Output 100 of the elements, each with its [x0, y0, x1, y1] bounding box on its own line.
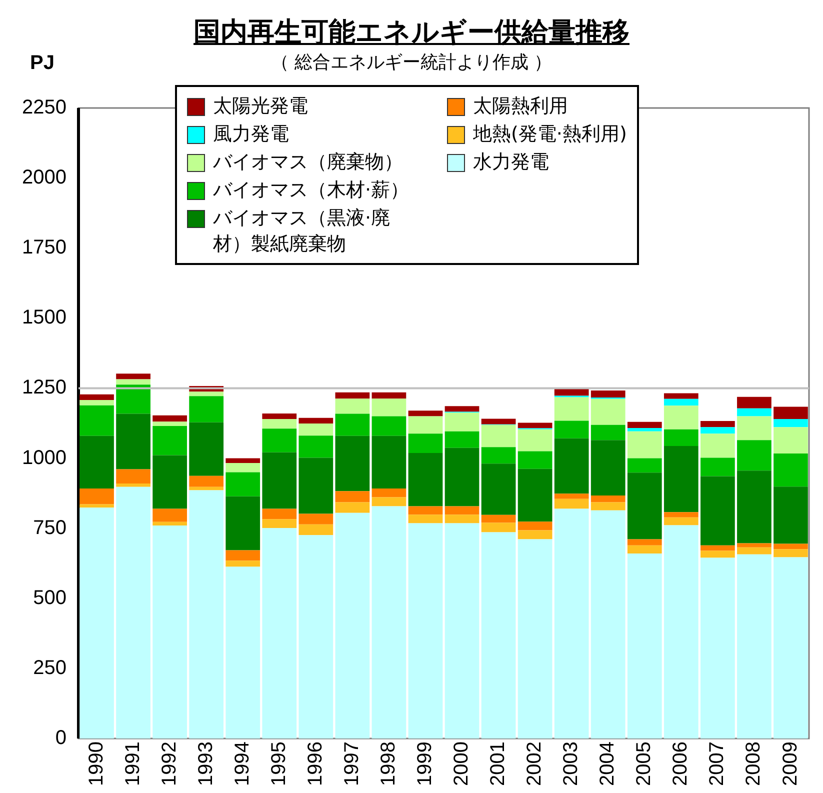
- y-tick-label: 2000: [22, 166, 66, 189]
- y-tick-label: 2250: [22, 96, 66, 119]
- chart-subtitle: （ 総合エネルギー統計より作成 ）: [270, 52, 552, 73]
- bar: [518, 530, 552, 540]
- x-tick-label: 1990: [85, 742, 108, 786]
- bar: [116, 469, 150, 484]
- bar: [298, 524, 334, 536]
- bar: [80, 405, 114, 436]
- bar: [481, 514, 516, 523]
- bar: [298, 424, 334, 436]
- x-tick-label: 2008: [742, 742, 765, 786]
- bar: [627, 539, 662, 546]
- bar: [408, 416, 443, 434]
- legend-label: バイオマス（廃棄物）: [213, 150, 403, 175]
- bar: [335, 436, 370, 492]
- y-tick-label: 500: [33, 586, 66, 609]
- bar: [152, 455, 187, 509]
- bar: [226, 463, 260, 472]
- bar: [774, 557, 808, 739]
- bar: [518, 429, 552, 452]
- bar: [664, 429, 698, 446]
- bar: [152, 415, 187, 422]
- y-tick-label: 1500: [22, 306, 66, 329]
- bar: [335, 502, 370, 513]
- y-tick-label: 750: [33, 516, 66, 539]
- bar: [372, 398, 406, 416]
- bar: [335, 398, 370, 414]
- bar: [408, 434, 443, 453]
- chart-title: 国内再生可能エネルギー供給量推移: [192, 16, 630, 50]
- bar: [372, 497, 406, 506]
- bar: [226, 560, 260, 567]
- bar: [444, 506, 480, 515]
- bar: [152, 422, 187, 426]
- x-tick-label: 1991: [122, 742, 144, 786]
- bar: [554, 508, 589, 739]
- x-tick-label: 1998: [377, 742, 400, 786]
- bar: [737, 396, 772, 408]
- bar: [700, 558, 735, 739]
- bar: [80, 508, 114, 739]
- bar: [627, 422, 662, 428]
- bar: [737, 547, 772, 554]
- bar: [80, 400, 114, 406]
- y-tick-label: 1000: [22, 446, 66, 469]
- bar: [298, 418, 334, 424]
- bar: [774, 419, 808, 428]
- bar: [518, 422, 552, 428]
- bar: [664, 517, 698, 526]
- y-tick-label: 0: [55, 727, 66, 750]
- bar: [262, 528, 297, 739]
- bar: [700, 476, 735, 546]
- bar: [116, 384, 150, 414]
- bar: [444, 406, 480, 412]
- legend-label: 地熱(発電·熱利用): [473, 122, 627, 147]
- x-tick-label: 1996: [304, 742, 326, 786]
- bar: [518, 539, 552, 739]
- bar: [408, 506, 443, 515]
- bar: [554, 498, 589, 509]
- bar: [189, 392, 224, 396]
- bar: [737, 408, 772, 416]
- legend-label: 太陽光発電: [213, 94, 308, 119]
- bar: [554, 388, 589, 396]
- x-tick-label: 2007: [706, 742, 728, 786]
- bar: [700, 545, 735, 551]
- bar: [262, 508, 297, 520]
- x-tick-label: 2000: [450, 742, 473, 786]
- bar: [189, 422, 224, 476]
- bar: [298, 458, 334, 514]
- bar: [664, 406, 698, 430]
- y-tick-label: 1750: [22, 236, 66, 259]
- bar: [627, 554, 662, 739]
- legend-label: 風力発電: [213, 122, 289, 147]
- x-tick-label: 2004: [596, 742, 619, 786]
- bar: [116, 414, 150, 470]
- y-tick-label: 250: [33, 656, 66, 679]
- legend-label: 水力発電: [473, 150, 549, 175]
- bar: [590, 440, 626, 496]
- bar: [518, 451, 552, 469]
- bar: [408, 523, 443, 739]
- bar: [700, 421, 735, 428]
- bar: [335, 491, 370, 502]
- bar: [189, 486, 224, 490]
- bar: [116, 484, 150, 487]
- bar: [372, 392, 406, 399]
- bar: [774, 544, 808, 550]
- bar: [774, 427, 808, 454]
- x-tick-label: 1999: [414, 742, 436, 786]
- bar: [774, 486, 808, 544]
- bar: [590, 424, 626, 440]
- bar: [590, 398, 626, 425]
- bar: [737, 470, 772, 544]
- bar: [444, 523, 480, 739]
- bar: [262, 419, 297, 429]
- bar: [80, 436, 114, 489]
- bar: [262, 413, 297, 420]
- bar: [737, 416, 772, 440]
- bar: [554, 397, 589, 421]
- bar: [737, 543, 772, 548]
- bar: [189, 490, 224, 739]
- x-tick-label: 1992: [158, 742, 180, 786]
- bar: [590, 510, 626, 739]
